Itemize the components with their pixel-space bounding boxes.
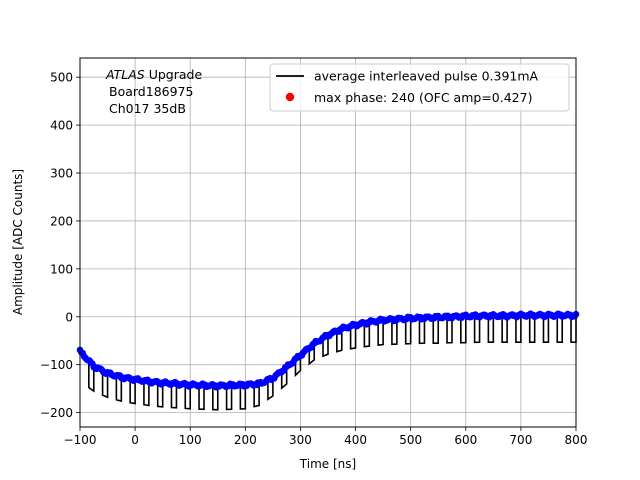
x-tick-label: 700 bbox=[509, 433, 532, 447]
x-tick-label: 600 bbox=[454, 433, 477, 447]
y-tick-label: 200 bbox=[50, 214, 73, 228]
y-tick-label: 0 bbox=[65, 310, 73, 324]
plot-frame bbox=[79, 57, 577, 428]
x-tick-label: 300 bbox=[289, 433, 312, 447]
annotation-line-1: ATLAS Upgrade bbox=[105, 67, 202, 82]
annotation-line-3: Ch017 35dB bbox=[109, 101, 186, 116]
legend: average interleaved pulse 0.391mA max ph… bbox=[269, 63, 570, 112]
legend-marker-swatch bbox=[285, 92, 295, 102]
legend-entry-line: average interleaved pulse 0.391mA bbox=[314, 69, 539, 84]
x-tick-label: −100 bbox=[64, 433, 97, 447]
x-tick-label: 0 bbox=[131, 433, 139, 447]
pulse-points-layer bbox=[76, 310, 580, 391]
x-tick-label: 100 bbox=[179, 433, 202, 447]
x-tick-label: 400 bbox=[344, 433, 367, 447]
y-tick-label: 100 bbox=[50, 262, 73, 276]
y-axis-label: Amplitude [ADC Counts] bbox=[11, 169, 25, 315]
plot-area bbox=[80, 58, 576, 427]
axis-ticks: −100 0 100 200 300 400 500 600 700 800 −200 −100 0 10… bbox=[40, 71, 587, 447]
y-tick-label: 300 bbox=[50, 167, 73, 181]
grid-lines bbox=[79, 58, 577, 427]
y-tick-label: −100 bbox=[40, 358, 73, 372]
y-tick-label: 400 bbox=[50, 119, 73, 133]
legend-frame bbox=[269, 63, 570, 112]
x-tick-label: 800 bbox=[565, 433, 588, 447]
x-tick-label: 500 bbox=[399, 433, 422, 447]
y-tick-label: −200 bbox=[40, 406, 73, 420]
x-axis-label: Time [ns] bbox=[299, 457, 356, 471]
legend-entry-marker: max phase: 240 (OFC amp=0.427) bbox=[314, 90, 532, 105]
atlas-annotation: ATLAS Upgrade Board186975 Ch017 35dB bbox=[105, 67, 202, 116]
x-tick-label: 200 bbox=[234, 433, 257, 447]
annotation-line-2: Board186975 bbox=[109, 84, 193, 99]
y-tick-label: 500 bbox=[50, 71, 73, 85]
